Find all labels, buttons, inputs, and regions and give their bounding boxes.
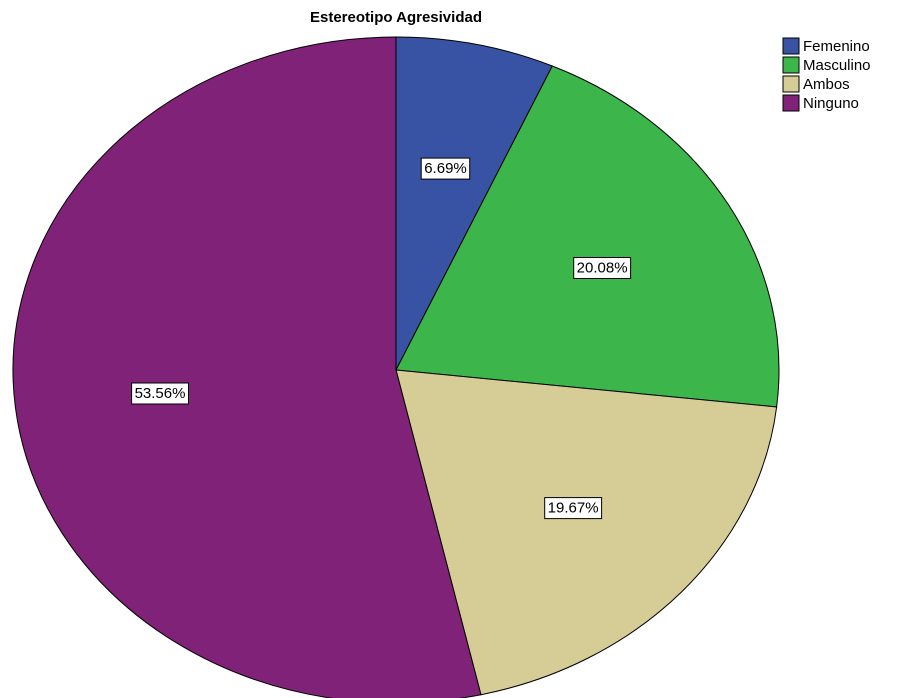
legend-label: Ambos <box>803 76 850 93</box>
data-label-text: 19.67% <box>548 500 599 517</box>
pie-slice-ambos <box>395 369 778 696</box>
legend-swatch <box>782 37 800 55</box>
pie-data-labels: 6.69% 20.08% 19.67% 53.56% <box>131 157 632 520</box>
legend-swatch <box>782 75 800 93</box>
data-label-box <box>544 497 603 520</box>
data-label-ambos: 19.67% <box>544 497 603 520</box>
legend-swatch <box>782 56 800 74</box>
legend: Femenino Masculino Ambos Ninguno <box>782 37 871 112</box>
data-label-ninguno: 53.56% <box>131 382 190 405</box>
legend-label: Femenino <box>803 38 870 55</box>
data-label-text: 6.69% <box>424 160 467 177</box>
pie-slices <box>12 36 780 698</box>
chart-title: Estereotipo Agresividad <box>310 9 482 26</box>
legend-swatch <box>782 94 800 112</box>
legend-item-masculino: Masculino <box>782 56 871 74</box>
pie-slice-masculino <box>395 65 780 408</box>
legend-item-ninguno: Ninguno <box>782 94 859 112</box>
pie-slice-femenino <box>395 36 553 371</box>
data-label-box <box>420 157 471 180</box>
legend-label: Masculino <box>803 57 871 74</box>
pie-slice-ninguno <box>12 36 482 698</box>
legend-item-femenino: Femenino <box>782 37 870 55</box>
data-label-box <box>573 257 632 279</box>
data-label-text: 53.56% <box>135 385 186 402</box>
data-label-femenino: 6.69% <box>420 157 471 180</box>
legend-item-ambos: Ambos <box>782 75 850 93</box>
data-label-masculino: 20.08% <box>573 257 632 279</box>
legend-label: Ninguno <box>803 95 859 112</box>
data-label-box <box>131 382 190 405</box>
data-label-text: 20.08% <box>577 260 628 277</box>
